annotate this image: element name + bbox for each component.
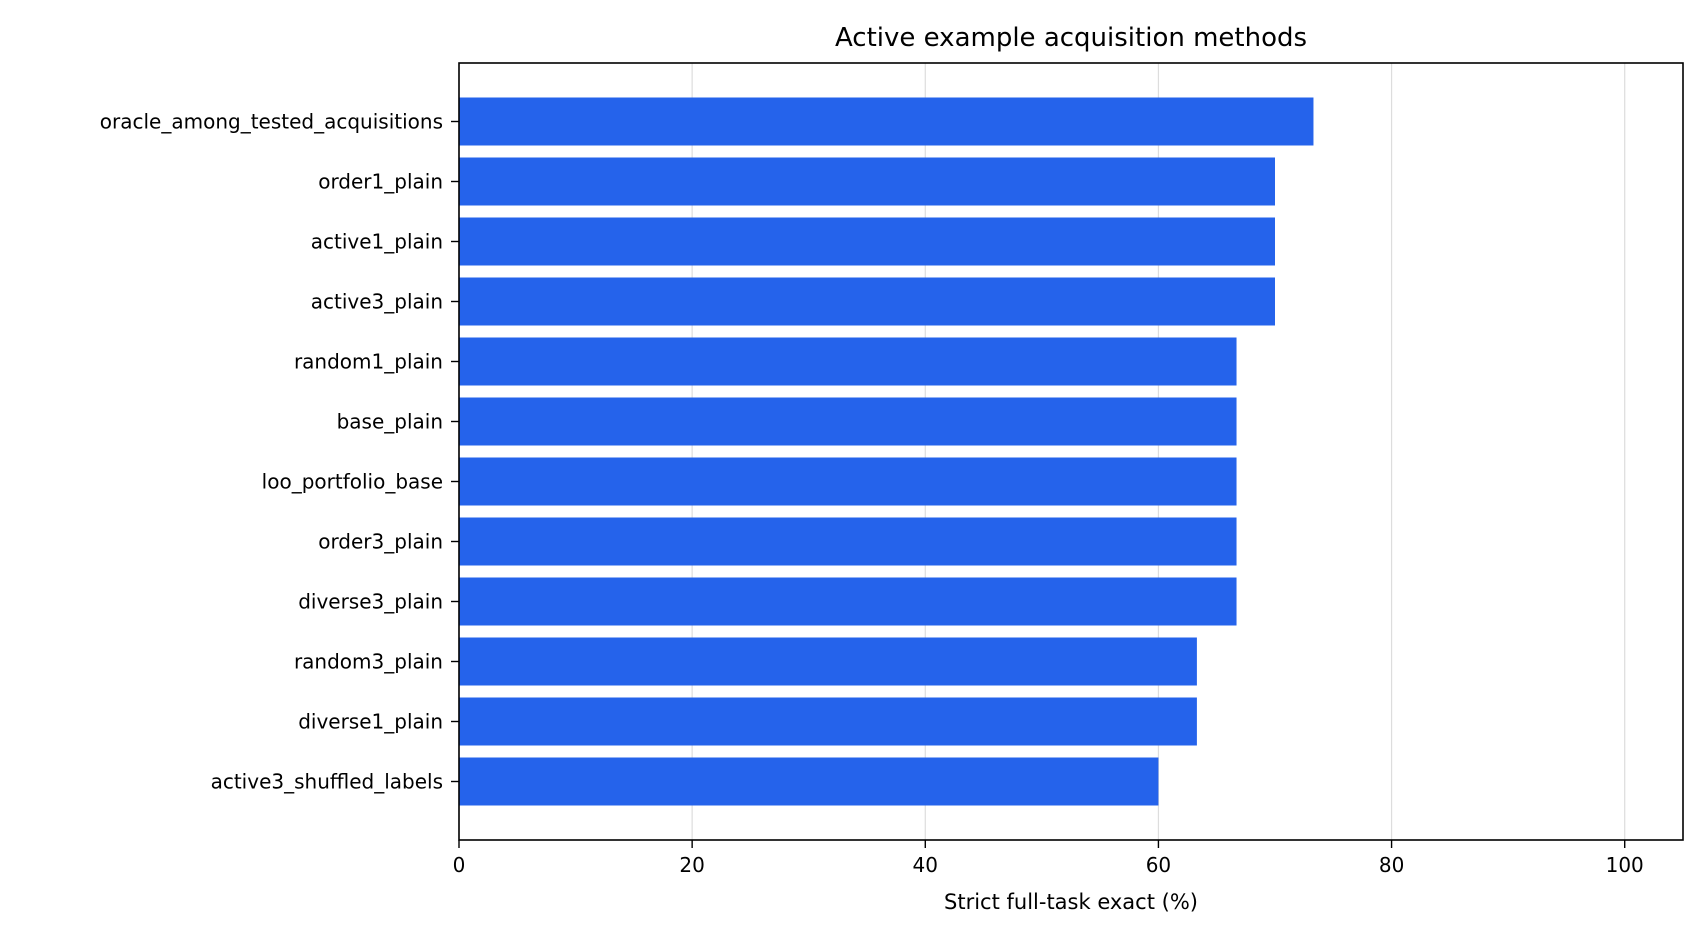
y-tick-label: diverse1_plain: [298, 710, 443, 734]
x-axis: 0 20 40 60 80 100: [453, 840, 1644, 877]
y-tick-label: loo_portfolio_base: [262, 470, 443, 494]
plot-area-frame: [458, 62, 1684, 841]
y-tick-label: active1_plain: [311, 230, 443, 254]
bar-order1_plain: [459, 157, 1275, 206]
x-tick-label: 80: [1379, 853, 1404, 877]
y-tick-label: diverse3_plain: [298, 590, 443, 614]
bars: [459, 97, 1314, 806]
x-axis-label: Strict full-task exact (%): [944, 890, 1198, 914]
bar-loo_portfolio_base: [459, 457, 1237, 506]
bar-active1_plain: [459, 217, 1275, 266]
x-tick-label: 20: [679, 853, 704, 877]
y-tick-label: active3_shuffled_labels: [211, 770, 443, 794]
y-tick-label: order3_plain: [318, 530, 443, 554]
bar-diverse3_plain: [459, 577, 1237, 626]
x-tick-label: 100: [1606, 853, 1644, 877]
y-tick-label: oracle_among_tested_acquisitions: [100, 110, 443, 134]
y-tick-label: random3_plain: [294, 650, 443, 674]
chart-title: Active example acquisition methods: [835, 23, 1307, 53]
y-tick-label: random1_plain: [294, 350, 443, 374]
bar-active3_plain: [459, 277, 1275, 326]
bar-diverse1_plain: [459, 697, 1197, 746]
bar-active3_shuffled_labels: [459, 757, 1159, 806]
y-axis: oracle_among_tested_acquisitions order1_p…: [100, 110, 459, 794]
bar-random1_plain: [459, 337, 1237, 386]
bar-base_plain: [459, 397, 1237, 446]
bar-random3_plain: [459, 637, 1197, 686]
x-tick-label: 40: [913, 853, 938, 877]
bar-oracle_among_tested_acquisitions: [459, 97, 1314, 146]
y-tick-label: active3_plain: [311, 290, 443, 314]
bar-order3_plain: [459, 517, 1237, 566]
x-tick-label: 60: [1146, 853, 1171, 877]
y-tick-label: order1_plain: [318, 170, 443, 194]
x-tick-label: 0: [453, 853, 466, 877]
y-tick-label: base_plain: [337, 410, 443, 434]
